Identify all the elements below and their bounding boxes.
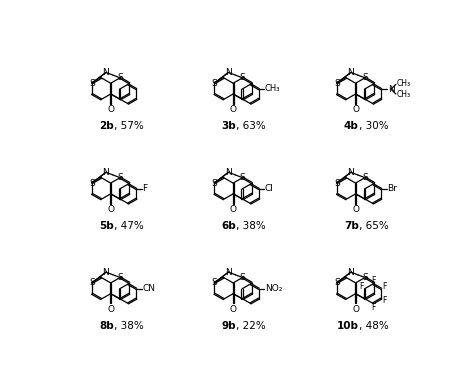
Text: S: S (334, 79, 340, 88)
Text: 7b: 7b (344, 221, 359, 231)
Text: F: F (359, 282, 364, 291)
Text: N: N (225, 68, 232, 77)
Text: CH₃: CH₃ (396, 90, 410, 99)
Text: , 38%: , 38% (237, 221, 266, 231)
Text: , 57%: , 57% (114, 121, 144, 131)
Text: S: S (89, 79, 95, 88)
Text: S: S (240, 273, 246, 282)
Text: 9b: 9b (222, 321, 237, 331)
Text: 2b: 2b (99, 121, 114, 131)
Text: , 48%: , 48% (359, 321, 389, 331)
Text: F: F (383, 282, 387, 291)
Text: S: S (362, 74, 368, 82)
Text: S: S (89, 279, 95, 287)
Text: N: N (225, 168, 232, 177)
Text: CH₃: CH₃ (265, 84, 281, 93)
Text: Cl: Cl (265, 184, 274, 193)
Text: 3b: 3b (222, 121, 237, 131)
Text: , 47%: , 47% (114, 221, 144, 231)
Text: N: N (225, 268, 232, 277)
Text: F: F (371, 303, 375, 312)
Text: S: S (117, 74, 123, 82)
Text: CH₃: CH₃ (396, 79, 410, 88)
Text: F: F (371, 276, 375, 285)
Text: O: O (107, 205, 114, 214)
Text: S: S (334, 179, 340, 187)
Text: NO₂: NO₂ (265, 284, 283, 293)
Text: O: O (352, 105, 359, 114)
Text: N: N (347, 68, 354, 77)
Text: Br: Br (387, 184, 397, 193)
Text: F: F (383, 296, 387, 305)
Text: N: N (102, 268, 109, 277)
Text: O: O (352, 305, 359, 314)
Text: CN: CN (143, 284, 155, 293)
Text: N: N (102, 68, 109, 77)
Text: , 63%: , 63% (237, 121, 266, 131)
Text: 8b: 8b (99, 321, 114, 331)
Text: F: F (143, 184, 147, 193)
Text: 6b: 6b (222, 221, 237, 231)
Text: S: S (117, 273, 123, 282)
Text: 5b: 5b (99, 221, 114, 231)
Text: O: O (107, 105, 114, 114)
Text: 10b: 10b (337, 321, 359, 331)
Text: S: S (211, 79, 217, 88)
Text: O: O (107, 305, 114, 314)
Text: 4b: 4b (344, 121, 359, 131)
Text: N: N (388, 85, 395, 94)
Text: O: O (352, 205, 359, 214)
Text: , 38%: , 38% (114, 321, 144, 331)
Text: S: S (117, 173, 123, 182)
Text: S: S (89, 179, 95, 187)
Text: S: S (362, 273, 368, 282)
Text: O: O (229, 205, 237, 214)
Text: S: S (240, 173, 246, 182)
Text: , 30%: , 30% (359, 121, 389, 131)
Text: , 22%: , 22% (237, 321, 266, 331)
Text: O: O (229, 305, 237, 314)
Text: O: O (229, 105, 237, 114)
Text: N: N (347, 168, 354, 177)
Text: , 65%: , 65% (359, 221, 389, 231)
Text: S: S (211, 279, 217, 287)
Text: S: S (211, 179, 217, 187)
Text: N: N (347, 268, 354, 277)
Text: S: S (362, 173, 368, 182)
Text: N: N (102, 168, 109, 177)
Text: S: S (240, 74, 246, 82)
Text: S: S (334, 279, 340, 287)
